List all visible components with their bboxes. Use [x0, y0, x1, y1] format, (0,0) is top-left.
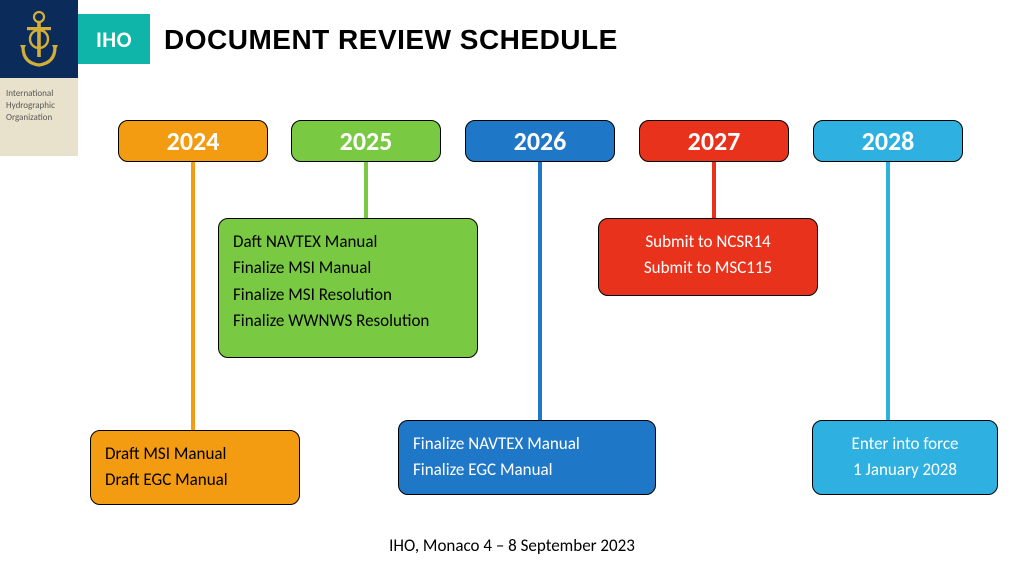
task-line: Finalize EGC Manual [413, 457, 641, 483]
org-name: International Hydrographic Organization [0, 78, 78, 156]
task-line: Draft EGC Manual [105, 467, 285, 493]
page-title: DOCUMENT REVIEW SCHEDULE [164, 24, 618, 56]
org-line: Hydrographic [6, 100, 72, 112]
task-line: Draft MSI Manual [105, 441, 285, 467]
connector-2025 [364, 162, 368, 218]
task-line: Enter into force [827, 431, 983, 457]
task-box-2028: Enter into force1 January 2028 [812, 420, 998, 495]
logo-anchor [0, 0, 78, 78]
task-line: Finalize MSI Manual [233, 255, 463, 281]
task-box-2027: Submit to NCSR14Submit to MSC115 [598, 218, 818, 296]
task-line: 1 January 2028 [827, 457, 983, 483]
year-pill-2027: 2027 [639, 120, 789, 162]
year-pill-2028: 2028 [813, 120, 963, 162]
connector-2026 [538, 162, 542, 420]
year-pill-2025: 2025 [291, 120, 441, 162]
task-line: Submit to MSC115 [613, 255, 803, 281]
task-box-2025: Daft NAVTEX ManualFinalize MSI ManualFin… [218, 218, 478, 358]
iho-badge: IHO [78, 14, 150, 64]
anchor-icon [15, 9, 63, 69]
task-box-2024: Draft MSI ManualDraft EGC Manual [90, 430, 300, 505]
org-line: Organization [6, 112, 72, 124]
org-line: International [6, 88, 72, 100]
task-line: Daft NAVTEX Manual [233, 229, 463, 255]
connector-2024 [191, 162, 195, 430]
task-line: Finalize MSI Resolution [233, 282, 463, 308]
task-line: Finalize NAVTEX Manual [413, 431, 641, 457]
connector-2028 [886, 162, 890, 420]
year-pill-2026: 2026 [465, 120, 615, 162]
connector-2027 [712, 162, 716, 218]
task-line: Submit to NCSR14 [613, 229, 803, 255]
footer-text: IHO, Monaco 4 – 8 September 2023 [0, 535, 1024, 556]
task-line: Finalize WWNWS Resolution [233, 308, 463, 334]
year-pill-2024: 2024 [118, 120, 268, 162]
task-box-2026: Finalize NAVTEX ManualFinalize EGC Manua… [398, 420, 656, 495]
